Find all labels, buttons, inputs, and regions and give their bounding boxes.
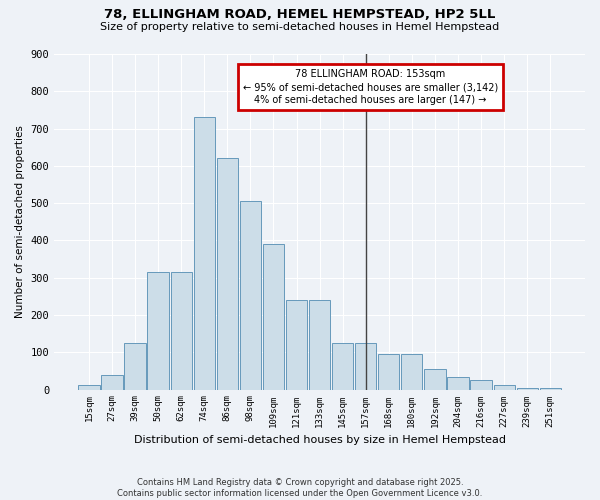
Bar: [355, 343, 376, 390]
Bar: [401, 354, 422, 390]
Bar: [170, 272, 192, 390]
Bar: [194, 118, 215, 390]
Bar: [124, 343, 146, 390]
Bar: [217, 158, 238, 390]
Bar: [494, 385, 515, 390]
Bar: [286, 300, 307, 390]
Bar: [470, 380, 491, 390]
Y-axis label: Number of semi-detached properties: Number of semi-detached properties: [15, 126, 25, 318]
Text: Size of property relative to semi-detached houses in Hemel Hempstead: Size of property relative to semi-detach…: [100, 22, 500, 32]
Text: 78, ELLINGHAM ROAD, HEMEL HEMPSTEAD, HP2 5LL: 78, ELLINGHAM ROAD, HEMEL HEMPSTEAD, HP2…: [104, 8, 496, 20]
Bar: [332, 343, 353, 390]
Bar: [517, 388, 538, 390]
X-axis label: Distribution of semi-detached houses by size in Hemel Hempstead: Distribution of semi-detached houses by …: [134, 435, 506, 445]
Bar: [309, 300, 330, 390]
Bar: [448, 376, 469, 390]
Bar: [378, 354, 400, 390]
Bar: [148, 272, 169, 390]
Bar: [240, 202, 261, 390]
Text: 78 ELLINGHAM ROAD: 153sqm
← 95% of semi-detached houses are smaller (3,142)
4% o: 78 ELLINGHAM ROAD: 153sqm ← 95% of semi-…: [243, 69, 498, 106]
Bar: [263, 244, 284, 390]
Bar: [101, 374, 122, 390]
Bar: [78, 385, 100, 390]
Bar: [424, 369, 446, 390]
Text: Contains HM Land Registry data © Crown copyright and database right 2025.
Contai: Contains HM Land Registry data © Crown c…: [118, 478, 482, 498]
Bar: [539, 388, 561, 390]
